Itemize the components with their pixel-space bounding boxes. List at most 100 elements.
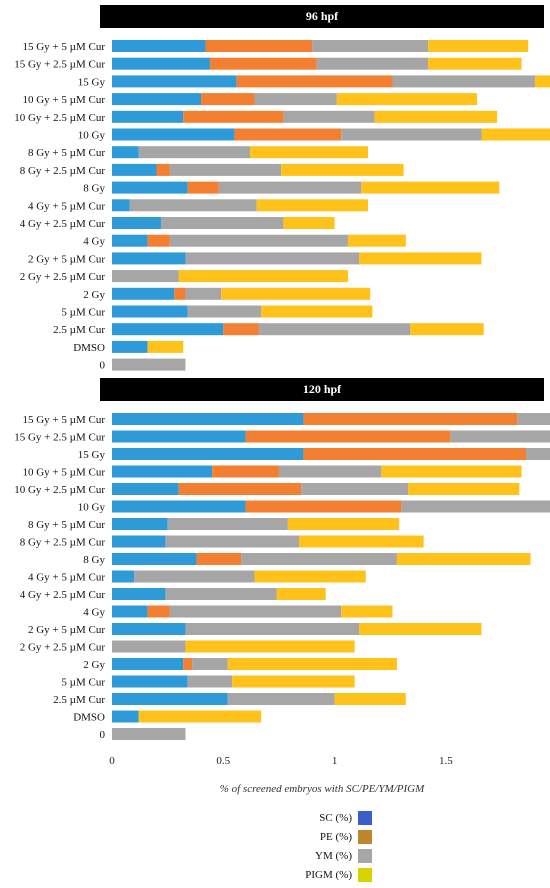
category-label: 8 Gy: [83, 554, 105, 566]
bar-pe: [236, 75, 393, 88]
bar-pigm: [408, 483, 520, 495]
legend-item-pigm: PIGM (%): [262, 865, 372, 884]
bar-pe: [234, 128, 342, 141]
legend-item-ym: YM (%): [262, 846, 372, 865]
bar-pigm: [428, 57, 522, 70]
bar-sc: [112, 588, 166, 600]
category-label: 5 µM Cur: [61, 677, 105, 689]
bar-sc: [112, 483, 179, 495]
bar-pigm: [396, 553, 531, 565]
legend: SC (%) PE (%) YM (%) PIGM (%): [262, 808, 372, 884]
bar-pigm: [287, 518, 400, 530]
bar-ym: [450, 430, 550, 443]
bar-pe: [187, 181, 219, 194]
bar-pigm: [178, 270, 348, 283]
legend-label: PE (%): [319, 830, 352, 843]
category-label: 10 Gy: [78, 130, 106, 142]
bar-ym: [401, 500, 550, 513]
bar-pigm: [341, 605, 393, 618]
category-label: 2.5 µM Cur: [53, 324, 105, 336]
bar-pe: [245, 500, 402, 513]
bar-pigm: [147, 340, 184, 353]
category-label: 8 Gy + 2.5 µM Cur: [20, 165, 106, 177]
category-label: 15 Gy + 5 µM Cur: [22, 41, 105, 53]
bar-ym: [341, 128, 482, 141]
bar-ym: [301, 483, 409, 495]
bar-sc: [112, 413, 304, 425]
bar-sc: [112, 430, 246, 443]
bar-sc: [112, 287, 175, 300]
bar-sc: [112, 234, 148, 247]
category-label: 8 Gy + 5 µM Cur: [28, 519, 105, 531]
bar-ym: [192, 658, 228, 670]
bar-pe: [156, 163, 170, 176]
bar-sc: [112, 465, 213, 478]
bar-pigm: [359, 252, 482, 265]
category-label: 10 Gy: [78, 502, 106, 514]
bar-ym: [112, 728, 186, 740]
bar-pe: [223, 323, 259, 336]
bar-pe: [147, 605, 170, 618]
bar-sc: [112, 693, 228, 705]
bar-ym: [169, 163, 282, 176]
bar-pigm: [227, 658, 397, 670]
bar-sc: [112, 181, 188, 194]
bar-pigm: [336, 93, 478, 106]
bar-pigm: [298, 535, 424, 548]
bar-sc: [112, 252, 186, 265]
legend-item-sc: SC (%): [262, 808, 372, 827]
category-label: 15 Gy + 5 µM Cur: [22, 414, 105, 426]
bar-ym: [278, 465, 382, 478]
legend-swatch: [358, 829, 372, 844]
bar-pigm: [138, 710, 262, 723]
bar-ym: [187, 675, 233, 688]
bar-ym: [112, 270, 179, 283]
bar-pe: [205, 40, 313, 52]
bar-sc: [112, 675, 188, 688]
bar-pe: [178, 483, 302, 495]
category-label: 8 Gy + 2.5 µM Cur: [20, 537, 106, 549]
bar-ym: [241, 553, 397, 565]
bar-ym: [187, 305, 262, 318]
bar-ym: [185, 252, 360, 265]
bar-pigm: [281, 163, 404, 176]
bar-pigm: [254, 570, 366, 583]
bar-sc: [112, 448, 304, 460]
bar-ym: [160, 217, 284, 229]
legend-item-pe: PE (%): [262, 827, 372, 846]
bar-pe: [147, 234, 170, 247]
category-label: 10 Gy + 5 µM Cur: [22, 94, 105, 106]
bar-ym: [526, 448, 550, 460]
bar-sc: [112, 128, 235, 141]
bar-pigm: [334, 693, 406, 705]
bar-ym: [254, 93, 337, 106]
bar-sc: [112, 75, 237, 88]
bar-ym: [392, 75, 535, 88]
bar-pe: [245, 430, 451, 443]
bar-pigm: [381, 465, 522, 478]
category-label: 8 Gy + 5 µM Cur: [28, 147, 105, 159]
category-label: 15 Gy: [78, 76, 106, 88]
category-label: 0: [100, 729, 106, 741]
bar-ym: [283, 110, 375, 123]
bar-pe: [303, 448, 527, 460]
category-label: DMSO: [73, 712, 105, 724]
legend-swatch: [358, 867, 372, 882]
bar-ym: [185, 287, 222, 300]
x-tick-label: 0.5: [216, 755, 230, 767]
bar-pe: [209, 57, 317, 70]
bar-pigm: [256, 199, 368, 212]
bar-pigm: [276, 588, 326, 600]
category-label: 2 Gy + 5 µM Cur: [28, 253, 105, 265]
bar-pigm: [374, 110, 498, 123]
bar-ym: [129, 199, 257, 212]
bar-ym: [165, 588, 277, 600]
legend-swatch: [358, 848, 372, 863]
category-label: 2.5 µM Cur: [53, 694, 105, 706]
bar-sc: [112, 553, 197, 565]
x-tick-label: 1.5: [439, 755, 453, 767]
bar-pigm: [361, 181, 500, 194]
bar-pigm: [261, 305, 373, 318]
chart-96hpf: 15 Gy + 5 µM Cur 15 Gy + 2.5 µM Cur 15 Gy 1…: [14, 40, 550, 372]
